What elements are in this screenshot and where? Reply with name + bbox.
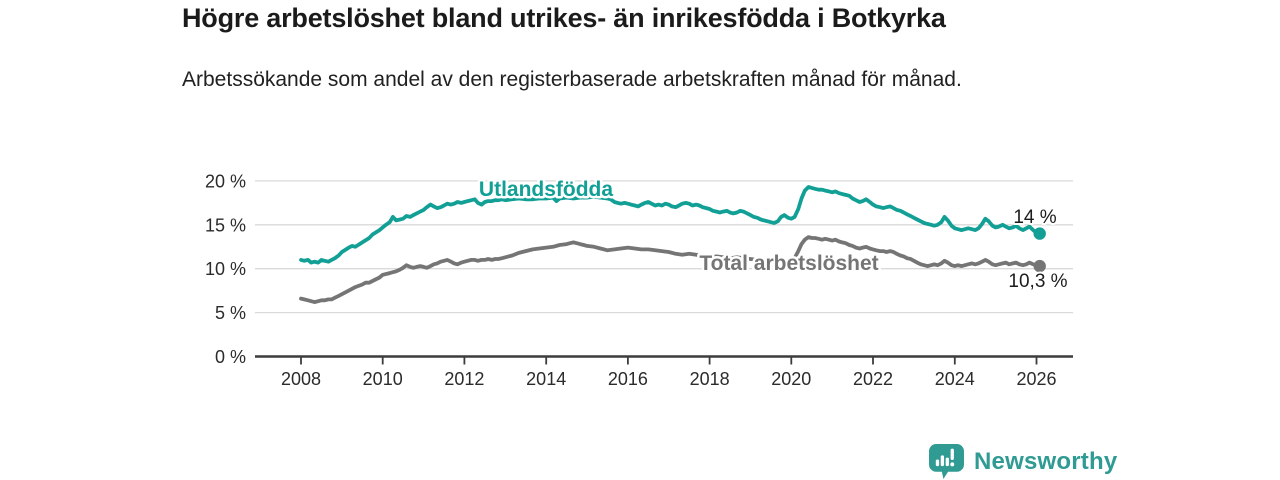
- newsworthy-logo-icon: [929, 444, 964, 479]
- chart-title: Högre arbetslöshet bland utrikes- än inr…: [182, 3, 946, 33]
- y-axis-label: 20 %: [205, 171, 246, 191]
- chart-subtitle: Arbetssökande som andel av den registerb…: [182, 68, 962, 91]
- series-label-utlandsfodda: Utlandsfödda: [479, 178, 613, 201]
- y-axis-label: 0 %: [215, 347, 246, 367]
- y-axis-label: 15 %: [205, 215, 246, 235]
- x-axis-label: 2014: [526, 369, 566, 389]
- series-end-dot-1: [1033, 259, 1046, 273]
- x-axis-label: 2016: [608, 369, 648, 389]
- series-end-dot-0: [1033, 227, 1046, 240]
- x-axis-label: 2020: [771, 369, 811, 389]
- end-value-label-utlandsfodda: 14 %: [1013, 207, 1056, 228]
- series-label-total-arbetsloshet: Total arbetslöshet: [699, 252, 878, 275]
- series-line-1: [299, 235, 1042, 305]
- y-axis-label: 5 %: [215, 303, 246, 323]
- newsworthy-logo: Newsworthy: [928, 443, 1117, 480]
- y-axis-label: 10 %: [205, 259, 246, 279]
- x-axis-label: 2018: [690, 369, 730, 389]
- x-axis-label: 2024: [935, 369, 975, 389]
- newsworthy-logo-text: Newsworthy: [974, 447, 1118, 475]
- x-axis-label: 2022: [853, 369, 893, 389]
- x-axis-label: 2010: [363, 369, 403, 389]
- end-value-label-total-arbetsloshet: 10,3 %: [1008, 271, 1067, 292]
- x-axis-label: 2026: [1016, 369, 1056, 389]
- chart-series: [299, 185, 1046, 305]
- series-line-0: [299, 185, 1042, 265]
- x-axis-label: 2012: [444, 369, 484, 389]
- x-axis-label: 2008: [281, 369, 321, 389]
